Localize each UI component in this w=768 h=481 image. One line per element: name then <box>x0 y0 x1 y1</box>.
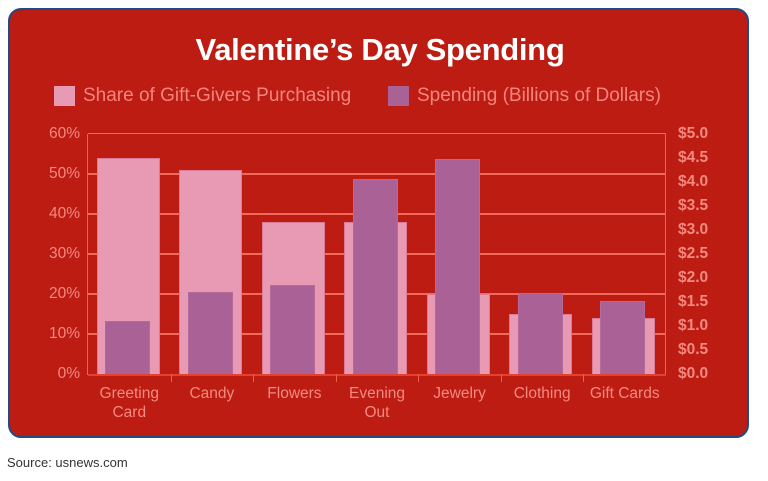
right-axis-tick-label: $4.5 <box>678 149 709 166</box>
bar-spending <box>352 179 398 374</box>
category-label: Flowers <box>267 385 322 402</box>
category-label: Greeting Card <box>99 385 159 421</box>
legend-label-spending: Spending (Billions of Dollars) <box>417 84 661 106</box>
left-axis-tick-label: 10% <box>48 325 80 342</box>
source-text: Source: usnews.com <box>7 455 128 470</box>
category-label: Evening Out <box>348 385 405 421</box>
right-axis-tick-label: $0.5 <box>678 341 709 358</box>
x-axis-line <box>88 374 666 376</box>
left-axis-tick-label: 40% <box>48 205 80 222</box>
right-axis-tick-label: $1.5 <box>678 293 709 310</box>
bar-spending <box>435 158 481 374</box>
chart-title: Valentine’s Day Spending <box>195 32 565 67</box>
bar-spending <box>517 292 563 374</box>
x-tick <box>418 374 420 382</box>
bar-spending <box>270 285 316 374</box>
x-tick <box>500 374 502 382</box>
x-tick <box>253 374 255 382</box>
right-axis-tick-label: $2.0 <box>678 269 709 286</box>
bar-spending <box>187 292 233 374</box>
x-tick <box>583 374 585 382</box>
bar-spending <box>105 321 150 374</box>
right-axis-tick-label: $3.0 <box>678 221 709 238</box>
gridline <box>88 133 666 134</box>
legend-swatch-share-icon <box>54 85 75 106</box>
bar-spending <box>600 301 646 374</box>
category-label: Clothing <box>513 385 571 402</box>
category-label: Candy <box>189 385 235 402</box>
category-label: Gift Cards <box>589 385 660 402</box>
left-axis-tick-label: 50% <box>48 165 80 182</box>
left-axis-tick-label: 60% <box>48 125 80 142</box>
right-axis-tick-label: $0.0 <box>678 365 709 382</box>
right-axis-tick-label: $5.0 <box>678 125 709 142</box>
legend-swatch-spending-icon <box>388 85 409 106</box>
category-label: Jewelry <box>433 385 486 402</box>
right-axis-line <box>665 134 666 375</box>
right-axis-tick-label: $3.5 <box>678 197 709 214</box>
left-axis-tick-label: 20% <box>48 285 80 302</box>
legend-item-share: Share of Gift-Givers Purchasing <box>54 85 351 106</box>
gridline <box>88 173 666 175</box>
right-axis-tick-label: $1.0 <box>678 317 709 334</box>
legend-item-spending: Spending (Billions of Dollars) <box>388 85 661 106</box>
left-axis-tick-label: 30% <box>48 245 80 262</box>
x-tick <box>335 374 337 382</box>
right-axis-tick-label: $4.0 <box>678 173 709 190</box>
legend-label-share: Share of Gift-Givers Purchasing <box>83 84 352 106</box>
left-axis-tick-label: 0% <box>57 365 80 382</box>
left-axis-line <box>87 134 88 375</box>
right-axis-tick-label: $2.5 <box>678 245 709 262</box>
x-tick <box>170 374 172 382</box>
